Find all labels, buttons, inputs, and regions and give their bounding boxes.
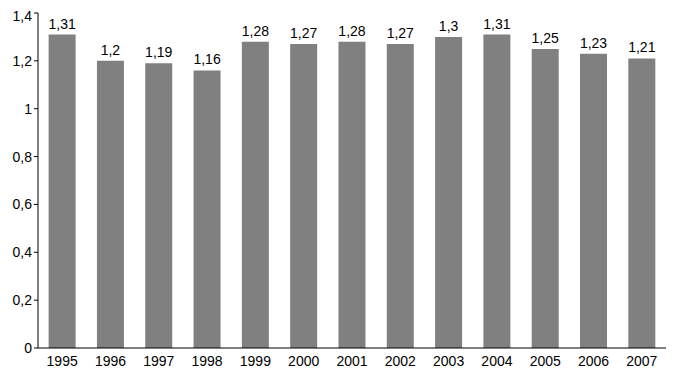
- svg-text:1,2: 1,2: [13, 53, 33, 69]
- svg-text:1,23: 1,23: [580, 35, 607, 51]
- svg-text:1,2: 1,2: [101, 42, 121, 58]
- svg-text:2005: 2005: [530, 353, 561, 369]
- svg-text:1,27: 1,27: [387, 25, 414, 41]
- svg-text:1,4: 1,4: [13, 8, 33, 24]
- svg-text:1,19: 1,19: [145, 44, 172, 60]
- svg-text:1997: 1997: [143, 353, 174, 369]
- svg-text:1,25: 1,25: [532, 30, 559, 46]
- svg-text:0,8: 0,8: [13, 149, 33, 165]
- svg-text:1,3: 1,3: [439, 18, 459, 34]
- svg-text:2002: 2002: [385, 353, 416, 369]
- svg-text:2001: 2001: [336, 353, 367, 369]
- svg-text:0,6: 0,6: [13, 196, 33, 212]
- svg-text:1996: 1996: [95, 353, 126, 369]
- svg-text:1,16: 1,16: [193, 51, 220, 67]
- svg-text:1,21: 1,21: [628, 39, 655, 55]
- svg-text:1,31: 1,31: [49, 16, 76, 32]
- svg-text:2000: 2000: [288, 353, 319, 369]
- svg-text:0,2: 0,2: [13, 292, 33, 308]
- svg-text:1998: 1998: [191, 353, 222, 369]
- svg-text:1999: 1999: [240, 353, 271, 369]
- svg-text:2003: 2003: [433, 353, 464, 369]
- svg-text:1,27: 1,27: [290, 25, 317, 41]
- svg-text:2006: 2006: [578, 353, 609, 369]
- svg-text:1,28: 1,28: [242, 23, 269, 39]
- svg-text:2007: 2007: [626, 353, 657, 369]
- svg-text:1: 1: [24, 101, 32, 117]
- svg-text:1,31: 1,31: [483, 16, 510, 32]
- svg-text:0,4: 0,4: [13, 244, 33, 260]
- svg-text:1995: 1995: [47, 353, 78, 369]
- svg-text:2004: 2004: [481, 353, 512, 369]
- svg-text:1,28: 1,28: [338, 23, 365, 39]
- svg-text:0: 0: [24, 340, 32, 356]
